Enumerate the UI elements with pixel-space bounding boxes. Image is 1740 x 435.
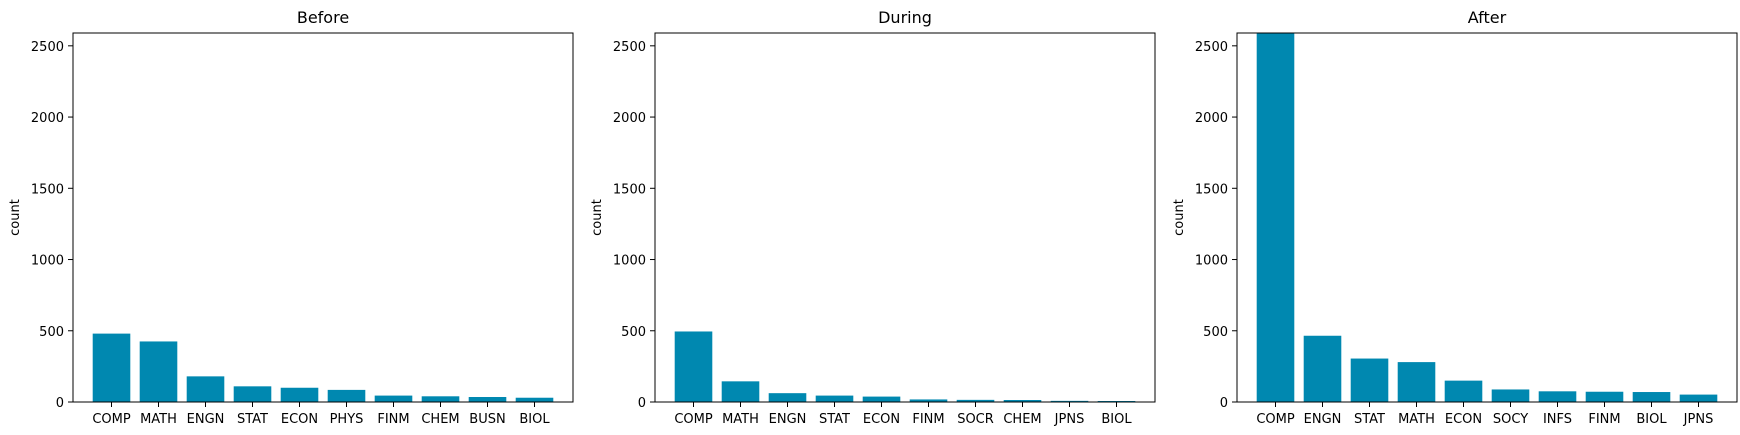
y-tick-label: 2500 <box>613 40 646 55</box>
x-tick-label: INFS <box>1543 412 1572 427</box>
x-tick-label: BIOL <box>1101 412 1132 427</box>
x-tick-label: COMP <box>1256 412 1295 427</box>
y-tick-label: 500 <box>1203 325 1228 340</box>
y-tick-label: 0 <box>56 396 64 411</box>
bar <box>1679 394 1718 402</box>
x-tick-label: PHYS <box>330 412 364 427</box>
bar <box>421 396 460 402</box>
bar <box>515 397 554 402</box>
x-tick-label: ENGN <box>1304 412 1342 427</box>
y-tick-label: 1500 <box>1195 182 1228 197</box>
x-tick-label: ECON <box>863 412 900 427</box>
bar <box>1003 400 1042 402</box>
bar <box>815 395 854 402</box>
bar <box>1397 362 1436 402</box>
bar <box>721 381 760 402</box>
x-tick-label: FINM <box>1588 412 1620 427</box>
y-tick-label: 500 <box>621 325 646 340</box>
y-axis-label: count <box>1172 199 1187 236</box>
bar <box>909 399 948 402</box>
y-tick-label: 2000 <box>1195 111 1228 126</box>
chart-title: During <box>878 8 932 27</box>
chart-panel-before: COMP MATH ENGN STAT ECON PHYS FINM CHEM BUSN BIOL… <box>8 8 574 427</box>
bar <box>1538 391 1577 402</box>
bar <box>1491 389 1530 402</box>
x-tick-label: ENGN <box>769 412 807 427</box>
y-tick-label: 1000 <box>1195 254 1228 269</box>
y-tick-label: 1000 <box>31 254 64 269</box>
x-tick-label: JPNS <box>1683 412 1714 427</box>
x-tick-label: STAT <box>237 412 268 427</box>
bar <box>233 386 272 402</box>
bar <box>1256 33 1295 402</box>
bar <box>186 376 225 402</box>
axes-frame <box>72 32 574 403</box>
y-tick-label: 500 <box>39 325 64 340</box>
y-tick-label: 1000 <box>613 254 646 269</box>
x-tick-label: BIOL <box>519 412 550 427</box>
x-tick-label: CHEM <box>421 412 459 427</box>
y-tick-label: 1500 <box>31 182 64 197</box>
chart-title: Before <box>297 8 349 27</box>
x-tick-label: STAT <box>819 412 850 427</box>
bar <box>92 333 131 402</box>
x-tick-label: JPNS <box>1054 412 1085 427</box>
x-tick-label: MATH <box>140 412 177 427</box>
bar <box>862 396 901 402</box>
y-axis-label: count <box>590 199 605 236</box>
x-tick-label: SOCY <box>1493 412 1528 427</box>
bar <box>1444 380 1483 402</box>
bar <box>327 389 366 402</box>
bar <box>468 397 507 402</box>
bar <box>1303 335 1342 402</box>
axes-frame <box>654 32 1156 403</box>
x-tick-label: STAT <box>1354 412 1385 427</box>
x-tick-label: MATH <box>722 412 759 427</box>
bar <box>1050 400 1089 402</box>
axes-frame <box>1236 32 1738 403</box>
y-tick-label: 1500 <box>613 182 646 197</box>
x-tick-label: BUSN <box>469 412 505 427</box>
x-tick-label: ECON <box>1445 412 1482 427</box>
bar <box>139 341 178 402</box>
x-tick-label: ENGN <box>187 412 225 427</box>
y-axis-label: count <box>8 199 23 236</box>
bar <box>1585 391 1624 402</box>
y-tick-label: 0 <box>1220 396 1228 411</box>
x-tick-label: MATH <box>1398 412 1435 427</box>
x-tick-label: BIOL <box>1636 412 1667 427</box>
chart-panel-during: COMP MATH ENGN STAT ECON FINM SOCR CHEM JPNS BIOL… <box>590 8 1156 427</box>
chart-title: After <box>1468 8 1507 27</box>
x-tick-label: ECON <box>281 412 318 427</box>
bar <box>956 399 995 402</box>
bar <box>1632 392 1671 402</box>
x-tick-label: SOCR <box>957 412 994 427</box>
x-tick-label: CHEM <box>1003 412 1041 427</box>
x-tick-label: COMP <box>92 412 131 427</box>
bar <box>768 393 807 402</box>
bar <box>1350 358 1389 402</box>
bar <box>374 395 413 402</box>
y-tick-label: 2000 <box>31 111 64 126</box>
bar <box>674 331 713 402</box>
y-tick-label: 2500 <box>31 40 64 55</box>
x-tick-label: COMP <box>674 412 713 427</box>
chart-panel-after: COMP ENGN STAT MATH ECON SOCY INFS FINM BIOL JPNS… <box>1172 8 1738 427</box>
x-tick-label: FINM <box>377 412 409 427</box>
y-tick-label: 0 <box>638 396 646 411</box>
bar <box>280 387 319 402</box>
y-tick-label: 2500 <box>1195 40 1228 55</box>
x-tick-label: FINM <box>912 412 944 427</box>
y-tick-label: 2000 <box>613 111 646 126</box>
